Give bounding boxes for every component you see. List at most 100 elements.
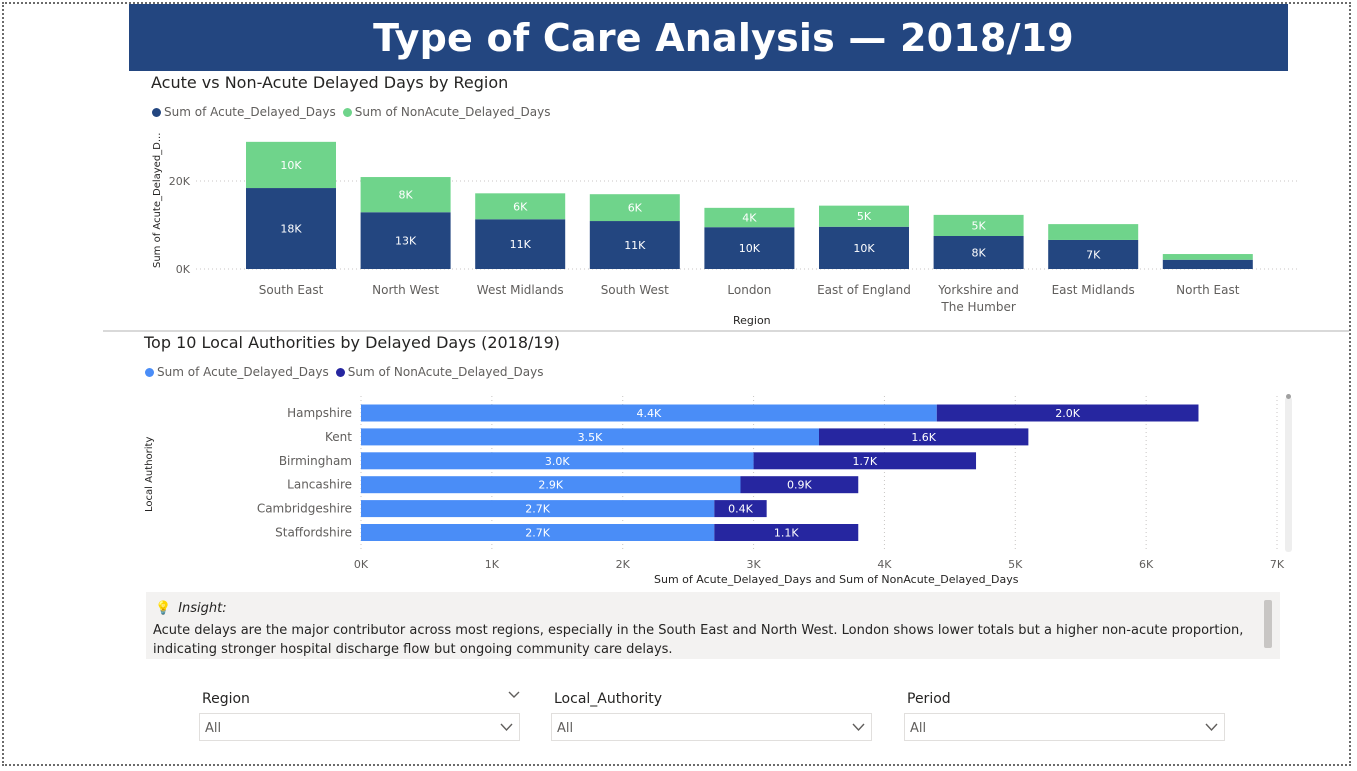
data-label-nonacute: 4K	[742, 212, 757, 225]
y-tick-label: 20K	[169, 175, 191, 188]
legend-label-la-nonacute: Sum of NonAcute_Delayed_Days	[347, 365, 544, 379]
local-authority-slicer-dropdown[interactable]: All	[551, 713, 872, 741]
x-tick-label: 7K	[1270, 558, 1285, 571]
bar-nonacute	[819, 428, 1029, 446]
bar-acute	[475, 219, 566, 269]
data-label-nonacute: 5K	[971, 219, 986, 232]
lightbulb-icon: 💡	[155, 601, 172, 616]
bar-nonacute	[360, 177, 451, 213]
x-tick-label: East Midlands	[1052, 283, 1135, 297]
period-slicer-dropdown[interactable]: All	[904, 713, 1225, 741]
region-slicer-value: All	[205, 721, 222, 736]
bar-nonacute	[936, 404, 1199, 422]
period-slicer[interactable]: Period All	[904, 691, 1227, 747]
x-tick-label: East of England	[817, 283, 911, 297]
insight-scrollbar[interactable]	[1264, 600, 1272, 648]
la-chart-scrollbar[interactable]	[1285, 397, 1292, 552]
x-tick-label: London	[727, 283, 771, 297]
x-tick-label: 0K	[354, 558, 369, 571]
data-label-acute: 2.9K	[538, 479, 563, 492]
chevron-down-icon[interactable]	[852, 722, 865, 732]
data-label-nonacute: 6K	[628, 202, 643, 215]
y-tick-label: Hampshire	[287, 406, 352, 420]
region-slicer[interactable]: Region All	[199, 691, 522, 747]
insight-heading-text: Insight:	[178, 601, 227, 616]
bar-acute	[361, 500, 715, 518]
x-tick-label: North East	[1176, 283, 1240, 297]
period-slicer-value: All	[910, 721, 927, 736]
x-tick-label: 6K	[1139, 558, 1154, 571]
region-chart-title: Acute vs Non-Acute Delayed Days by Regio…	[151, 73, 509, 92]
x-tick-label: 5K	[1008, 558, 1023, 571]
region-chart-x-axis-title: Region	[733, 314, 771, 327]
data-label-nonacute: 0.9K	[787, 479, 812, 492]
region-slicer-dropdown[interactable]: All	[199, 713, 520, 741]
legend-item-acute[interactable]: Sum of Acute_Delayed_Days	[152, 105, 336, 119]
la-chart-scroll-handle[interactable]	[1286, 394, 1291, 399]
x-tick-label: 3K	[746, 558, 761, 571]
legend-item-la-acute[interactable]: Sum of Acute_Delayed_Days	[145, 365, 329, 379]
x-tick-label: South West	[601, 283, 669, 297]
insight-heading: 💡 Insight:	[155, 601, 227, 616]
la-chart-legend[interactable]: Sum of Acute_Delayed_Days Sum of NonAcut…	[145, 365, 550, 379]
legend-item-la-nonacute[interactable]: Sum of NonAcute_Delayed_Days	[335, 365, 544, 379]
bar-acute	[819, 226, 909, 269]
y-tick-label: Staffordshire	[275, 526, 352, 540]
legend-dot-la-acute	[145, 367, 154, 377]
legend-label-nonacute: Sum of NonAcute_Delayed_Days	[354, 105, 551, 119]
chevron-down-icon[interactable]	[1205, 722, 1218, 732]
local-authority-slicer-value: All	[557, 721, 574, 736]
bar-nonacute	[714, 524, 859, 541]
data-label-acute: 2.7K	[525, 503, 550, 516]
bar-nonacute	[753, 452, 977, 470]
data-label-nonacute: 5K	[857, 210, 872, 223]
bar-nonacute	[246, 141, 336, 189]
chevron-down-icon[interactable]	[500, 722, 513, 732]
bar-acute	[1048, 239, 1139, 269]
bar-nonacute	[740, 476, 859, 494]
legend-dot-acute	[152, 107, 161, 117]
y-tick-label: Kent	[325, 430, 352, 444]
data-label-acute: 3.0K	[545, 455, 570, 468]
legend-label-la-acute: Sum of Acute_Delayed_Days	[157, 365, 329, 379]
data-label-acute: 8K	[971, 247, 986, 260]
report-title: Type of Care Analysis — 2018/19	[373, 15, 1074, 60]
legend-item-nonacute[interactable]: Sum of NonAcute_Delayed_Days	[342, 105, 551, 119]
la-chart-title: Top 10 Local Authorities by Delayed Days…	[144, 333, 561, 352]
data-label-nonacute: 1.1K	[774, 527, 799, 540]
insight-textbox: 💡 Insight: Acute delays are the major co…	[146, 592, 1280, 659]
y-tick-label: 0K	[176, 263, 191, 276]
bar-nonacute	[933, 214, 1024, 236]
bar-nonacute	[589, 194, 680, 222]
chevron-down-icon[interactable]	[508, 688, 520, 700]
section-divider	[103, 330, 1349, 332]
data-label-acute: 7K	[1086, 248, 1101, 261]
y-tick-label: Cambridgeshire	[257, 502, 352, 516]
period-slicer-label: Period	[907, 691, 951, 707]
bar-nonacute	[704, 207, 795, 228]
bar-nonacute	[714, 500, 767, 518]
bar-acute	[360, 212, 451, 269]
bar-acute	[933, 236, 1024, 269]
bar-acute	[704, 227, 795, 269]
x-tick-label: South East	[259, 283, 324, 297]
y-tick-label: Lancashire	[287, 478, 352, 492]
x-tick-label: 2K	[616, 558, 631, 571]
bar-acute	[361, 404, 937, 422]
data-label-acute: 18K	[280, 223, 302, 236]
report-title-banner: Type of Care Analysis — 2018/19	[129, 4, 1288, 71]
data-label-acute: 13K	[395, 235, 417, 248]
region-slicer-label: Region	[202, 691, 250, 707]
data-label-acute: 11K	[624, 239, 646, 252]
legend-label-acute: Sum of Acute_Delayed_Days	[164, 105, 336, 119]
legend-dot-la-nonacute	[335, 367, 345, 377]
region-chart-legend[interactable]: Sum of Acute_Delayed_Days Sum of NonAcut…	[152, 105, 557, 119]
bar-nonacute	[1162, 254, 1253, 260]
bar-acute	[246, 188, 336, 269]
local-authority-slicer[interactable]: Local_Authority All	[551, 691, 874, 747]
la-stacked-bar-chart: 0K 1K 2K 3K 4K 5K 6K 7K 4.4K 2.0K Hampshire 3.5K 1.6…	[257, 396, 1285, 571]
region-stacked-column-chart: 0K 20K 18K 10K South East 13K 8K North West 11K 6…	[169, 141, 1300, 314]
bar-acute	[1162, 259, 1253, 269]
bar-acute	[361, 428, 819, 446]
